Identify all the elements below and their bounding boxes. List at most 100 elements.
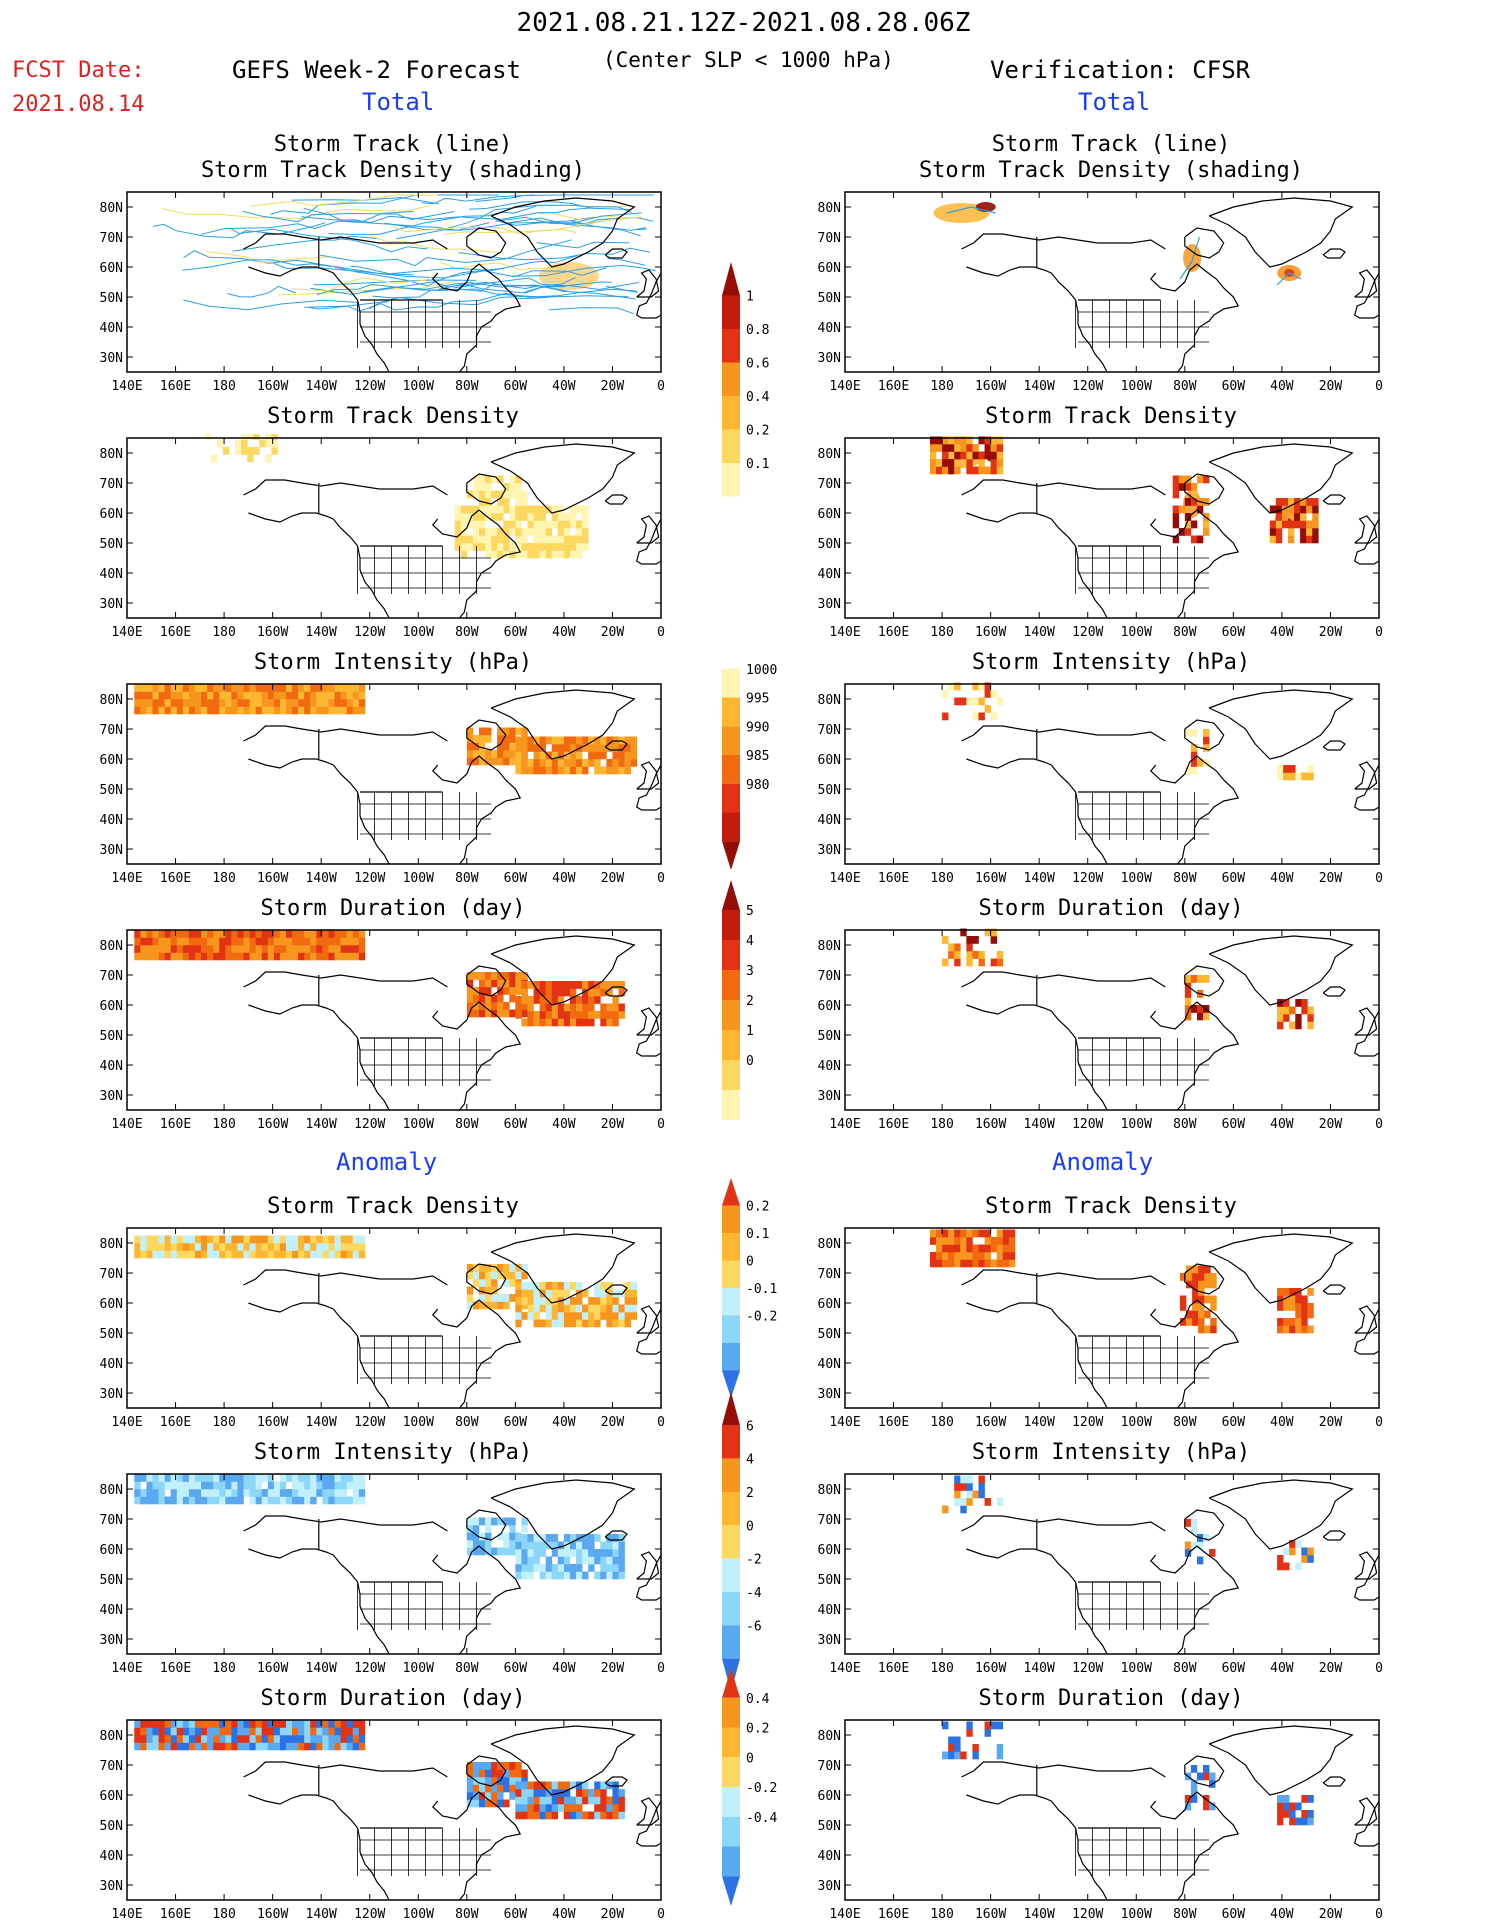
lon-tick-label: 100W — [403, 625, 434, 640]
fc-intensity-cell — [146, 707, 152, 715]
fc-intensity-cell — [274, 684, 280, 692]
colorbar-tick-label: 0 — [746, 1054, 754, 1069]
lon-tick-label: 0 — [1375, 1415, 1383, 1430]
fc-intensity-cell — [546, 737, 552, 745]
fc-intensity-cell — [594, 744, 600, 752]
fc-intensity-cell — [280, 692, 286, 700]
lat-tick-label: 80N — [100, 939, 123, 954]
vf-density-anom-cell — [942, 1237, 948, 1245]
fc-density-anom-cell — [558, 1320, 564, 1328]
fc-intensity-cell — [497, 750, 503, 758]
lon-tick-label: 80W — [455, 625, 479, 640]
fc-intensity-anom-cell — [534, 1557, 540, 1565]
fc-density-cell — [491, 551, 497, 559]
vf-intensity-anom-cell — [972, 1491, 978, 1499]
fc-density-cell — [485, 536, 491, 544]
fc-intensity-anom-cell — [503, 1548, 509, 1556]
fc-duration-anom-cell — [612, 1789, 618, 1797]
fc-intensity-anom-cell — [546, 1557, 552, 1565]
fc-intensity-cell — [594, 759, 600, 767]
lat-tick-label: 80N — [100, 693, 123, 708]
lat-tick-label: 80N — [100, 201, 123, 216]
fc-density-anom-cell — [588, 1305, 594, 1313]
fc-density-anom-cell — [140, 1251, 146, 1259]
fc-duration-cell — [515, 972, 521, 980]
colorbar-swatch — [722, 396, 740, 430]
fc-density-cell — [558, 543, 564, 551]
fc-duration-cell — [564, 981, 570, 989]
fc-intensity-anom-cell — [237, 1474, 243, 1482]
fc-duration-cell — [165, 938, 171, 946]
lon-tick-label: 140E — [829, 625, 860, 640]
fc-density-anom-cell — [485, 1294, 491, 1302]
fc-duration-anom-cell — [594, 1804, 600, 1812]
vf-density-cell — [930, 459, 936, 467]
fc-density-anom-cell — [189, 1243, 195, 1251]
fc-intensity-anom-cell — [485, 1540, 491, 1548]
fc-intensity-anom-cell — [528, 1534, 534, 1542]
lat-tick-label: 40N — [100, 1357, 123, 1372]
fc-intensity-anom-cell — [534, 1542, 540, 1550]
fc-intensity-anom-cell — [359, 1482, 365, 1490]
fc-duration-cell — [509, 1010, 515, 1018]
vf-density-cell — [1203, 521, 1209, 529]
colorbar-swatch — [722, 262, 740, 296]
fc-intensity-cell — [359, 692, 365, 700]
fc-density-anom-cell — [534, 1312, 540, 1320]
fc-duration-anom-cell — [570, 1804, 576, 1812]
fc-intensity-cell — [256, 699, 262, 707]
fc-intensity-anom-cell — [594, 1534, 600, 1542]
fc-density-anom-cell — [594, 1305, 600, 1313]
fc-duration-cell — [588, 1019, 594, 1027]
vf-density-cell — [930, 444, 936, 452]
fc-density-anom-cell — [515, 1290, 521, 1298]
fc-density-anom-cell — [515, 1320, 521, 1328]
fc-duration-cell — [552, 1011, 558, 1019]
vf-density-anom-cell — [1009, 1230, 1015, 1238]
lat-tick-label: 50N — [100, 1029, 123, 1044]
colorbar-swatch — [722, 1847, 740, 1877]
fc-intensity-cell — [503, 743, 509, 751]
fc-intensity-cell — [219, 699, 225, 707]
vf-density-anom-cell — [960, 1237, 966, 1245]
lon-tick-label: 0 — [657, 625, 665, 640]
vf-density-cell — [985, 452, 991, 460]
fc-density-cell — [515, 536, 521, 544]
lon-tick-label: 80W — [455, 379, 479, 394]
vf-density-cell — [1276, 528, 1282, 536]
fc-duration-cell — [159, 953, 165, 961]
fc-density-cell — [485, 506, 491, 514]
fc-intensity-anom-cell — [189, 1482, 195, 1490]
fc-duration-anom-cell — [171, 1743, 177, 1751]
fc-intensity-anom-cell — [353, 1482, 359, 1490]
colorbar-swatch — [722, 1233, 740, 1261]
fc-duration-anom-cell — [491, 1762, 497, 1770]
fc-density-anom-cell — [588, 1320, 594, 1328]
coastline — [966, 1303, 1107, 1408]
fc-density-anom-cell — [347, 1236, 353, 1244]
fc-duration-anom-cell — [171, 1735, 177, 1743]
vf-intensity-cell — [991, 713, 997, 721]
fc-duration-cell — [341, 938, 347, 946]
fc-duration-cell — [171, 930, 177, 938]
fc-duration-cell — [231, 930, 237, 938]
lon-tick-label: 80W — [1173, 1661, 1197, 1676]
fc-duration-anom-cell — [341, 1743, 347, 1751]
fc-density-cell — [576, 543, 582, 551]
fc-density-anom-cell — [316, 1243, 322, 1251]
fc-intensity-anom-cell — [256, 1489, 262, 1497]
fc-intensity-anom-cell — [588, 1549, 594, 1557]
fc-density-cell — [552, 521, 558, 529]
fc-duration-anom-cell — [359, 1728, 365, 1736]
colorbar-tick-label: 0 — [746, 1751, 754, 1766]
fc-duration-cell — [359, 953, 365, 961]
lat-tick-label: 50N — [100, 291, 123, 306]
vf-density-anom-cell — [930, 1237, 936, 1245]
vf-density-cell — [1312, 506, 1318, 514]
fc-duration-cell — [280, 953, 286, 961]
fc-intensity-cell — [552, 759, 558, 767]
fc-density-cell — [582, 513, 588, 521]
lon-tick-label: 180 — [212, 625, 235, 640]
vf-density-anom-cell — [960, 1245, 966, 1253]
